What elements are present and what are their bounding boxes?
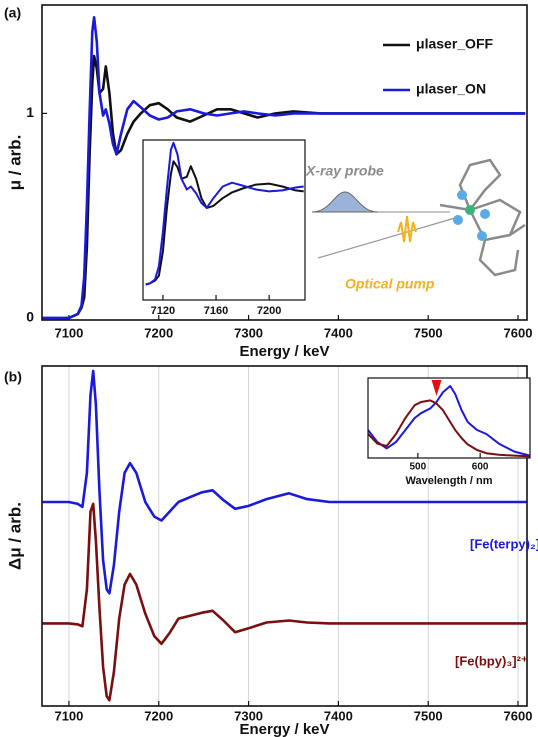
annotation: Optical pump — [345, 276, 435, 292]
series-line — [42, 502, 527, 702]
xray-pulse — [311, 191, 379, 213]
x-axis-title: Energy / keV — [239, 343, 329, 360]
plot-frame — [367, 377, 531, 459]
x-tick-label: 7400 — [324, 708, 353, 723]
x-tick-label: 7400 — [324, 325, 353, 340]
panel-label: (a) — [4, 5, 21, 21]
atom — [457, 190, 467, 200]
x-tick-label: 7100 — [54, 708, 83, 723]
x-tick-label: 7600 — [504, 708, 533, 723]
x-tick-label: 7100 — [54, 325, 83, 340]
panel-label: (b) — [4, 369, 22, 385]
pump-marker — [431, 380, 442, 396]
y-axis-title: μ / arb. — [5, 135, 24, 191]
plot-frame — [41, 4, 528, 321]
x-tick-label: 7500 — [414, 325, 443, 340]
legend-label: μlaser_ON — [416, 81, 486, 97]
x-tick-label: 500 — [410, 462, 427, 473]
series-line — [42, 369, 527, 595]
annotation: X-ray probe — [305, 163, 384, 179]
x-tick-label: 600 — [472, 462, 489, 473]
plot-frame — [41, 365, 528, 707]
x-tick-label: 7120 — [151, 305, 175, 317]
pump-beam — [317, 217, 456, 259]
x-tick-label: 7200 — [144, 325, 173, 340]
series-label: [Fe(bpy)₃]²⁺ — [455, 653, 528, 668]
atom — [480, 209, 490, 219]
legend-label: μlaser_OFF — [416, 36, 493, 52]
x-tick-label: 7300 — [234, 708, 263, 723]
plot-frame — [142, 139, 306, 301]
molecule-bonds — [439, 158, 526, 277]
series-line — [145, 160, 304, 286]
x-axis-title: Energy / keV — [239, 721, 329, 737]
atom — [477, 231, 487, 241]
y-tick-label: 0 — [26, 309, 34, 325]
series-line — [145, 141, 304, 286]
x-tick-label: 7500 — [414, 708, 443, 723]
x-axis-title: Wavelength / nm — [406, 475, 493, 487]
schematic — [311, 158, 526, 277]
y-axis-title: Δμ / arb. — [5, 502, 24, 570]
x-tick-label: 7160 — [204, 305, 228, 317]
atom — [465, 205, 475, 215]
series-line — [368, 399, 530, 458]
plot-area — [143, 140, 305, 300]
series-line — [42, 16, 526, 320]
atom — [453, 215, 463, 225]
pump-pulse — [397, 215, 417, 243]
plot-area — [368, 378, 530, 458]
x-tick-label: 7600 — [504, 325, 533, 340]
series-line — [368, 385, 530, 457]
x-tick-label: 7200 — [144, 708, 173, 723]
x-tick-label: 7300 — [234, 325, 263, 340]
series-label: [Fe(terpy)₂]²⁺ — [470, 536, 538, 551]
y-tick-label: 1 — [26, 104, 34, 120]
x-tick-label: 7200 — [257, 305, 281, 317]
